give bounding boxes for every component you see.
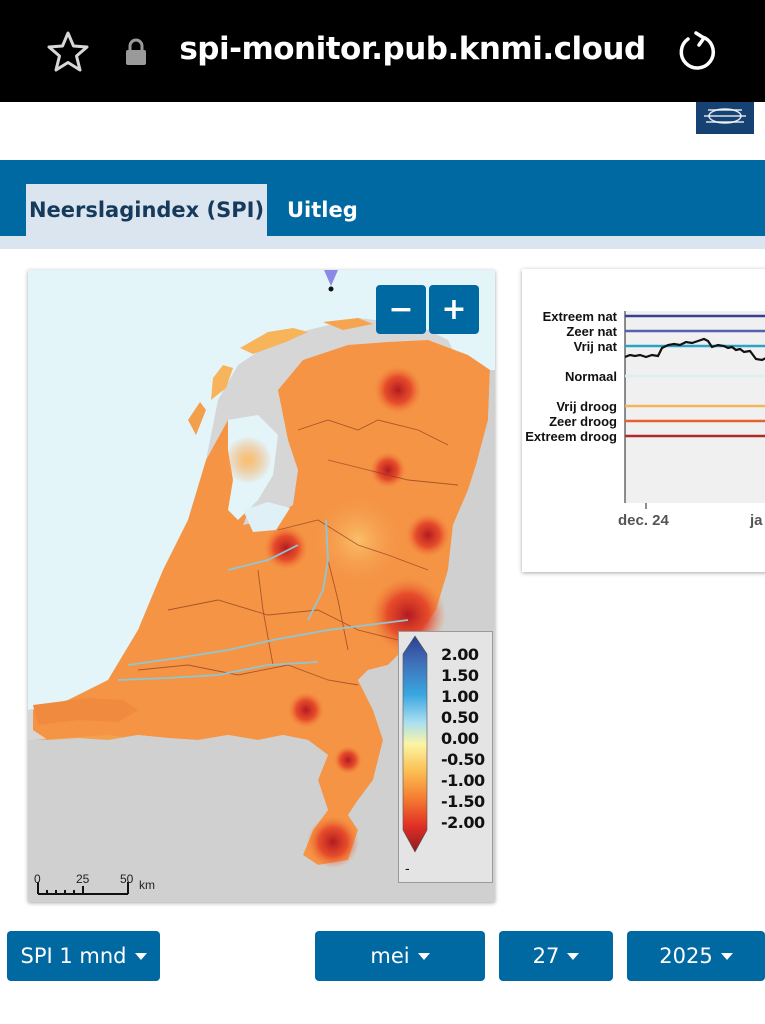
chart-canvas <box>624 311 765 509</box>
chart-x-tick: dec. 24 <box>618 512 669 529</box>
map-canvas[interactable] <box>28 270 495 902</box>
legend-tick: 0.50 <box>441 708 479 727</box>
month-select-value: mei <box>370 944 410 968</box>
year-select-value: 2025 <box>659 944 713 968</box>
legend-tick: -2.00 <box>441 813 485 832</box>
tab-uitleg[interactable]: Uitleg <box>287 198 358 222</box>
legend-tick: 2.00 <box>441 645 479 664</box>
tab-underline <box>0 236 765 249</box>
legend-colorbar <box>402 635 428 853</box>
tab-neerslagindex[interactable]: Neerslagindex (SPI) <box>26 184 267 236</box>
index-select[interactable]: SPI 1 mnd <box>7 931 160 981</box>
chart-category-label: Vrij droog <box>556 399 617 414</box>
site-header <box>0 102 765 160</box>
day-select[interactable]: 27 <box>499 931 613 981</box>
spi-series-line <box>624 337 765 362</box>
scale-bar-ruler <box>37 882 129 895</box>
tab-bar: Neerslagindex (SPI) Uitleg <box>0 160 765 236</box>
scale-bar: 0 25 50 km <box>34 872 174 898</box>
day-select-value: 27 <box>532 944 560 968</box>
chart-category-label: Zeer nat <box>566 324 617 339</box>
scale-unit: km <box>139 878 155 892</box>
chart-category-label: Normaal <box>564 369 617 384</box>
spi-map[interactable]: − + <box>28 270 495 902</box>
legend-nodata-label: - <box>405 860 410 876</box>
scale-label: 25 <box>76 872 90 886</box>
zoom-out-button[interactable]: − <box>376 285 426 334</box>
month-select[interactable]: mei <box>315 931 485 981</box>
crest-icon <box>704 108 746 124</box>
scale-label: 0 <box>34 872 41 886</box>
caret-down-icon <box>567 952 580 960</box>
chart-category-label: Extreem droog <box>525 429 617 444</box>
rijksoverheid-logo[interactable] <box>696 102 754 134</box>
legend-tick: -0.50 <box>441 750 485 769</box>
url-text[interactable]: spi-monitor.pub.knmi.cloud <box>179 31 646 67</box>
chart-category-label: Vrij nat <box>573 339 617 354</box>
star-icon[interactable] <box>46 30 90 74</box>
chart-category-label: Zeer droog <box>549 414 617 429</box>
caret-down-icon <box>417 952 430 960</box>
caret-down-icon <box>720 952 733 960</box>
legend-tick: 1.50 <box>441 666 479 685</box>
lock-icon <box>126 38 146 65</box>
legend-tick: -1.50 <box>441 792 485 811</box>
spi-timeseries-chart[interactable]: Extreem nat Zeer nat Vrij nat Normaal Vr… <box>522 269 765 572</box>
chart-category-label: Extreem nat <box>542 309 617 324</box>
caret-down-icon <box>134 952 147 960</box>
index-select-value: SPI 1 mnd <box>20 944 127 968</box>
scale-label: 50 <box>120 872 134 886</box>
legend-tick: 1.00 <box>441 687 479 706</box>
legend-tick: -1.00 <box>441 771 485 790</box>
chart-x-tick: ja <box>750 512 763 529</box>
reload-icon[interactable] <box>675 30 719 74</box>
browser-address-bar: spi-monitor.pub.knmi.cloud <box>0 0 765 102</box>
year-select[interactable]: 2025 <box>627 931 765 981</box>
spi-legend: 2.00 1.50 1.00 0.50 0.00 -0.50 -1.00 -1.… <box>398 631 493 883</box>
zoom-in-button[interactable]: + <box>429 285 479 334</box>
legend-tick: 0.00 <box>441 729 479 748</box>
